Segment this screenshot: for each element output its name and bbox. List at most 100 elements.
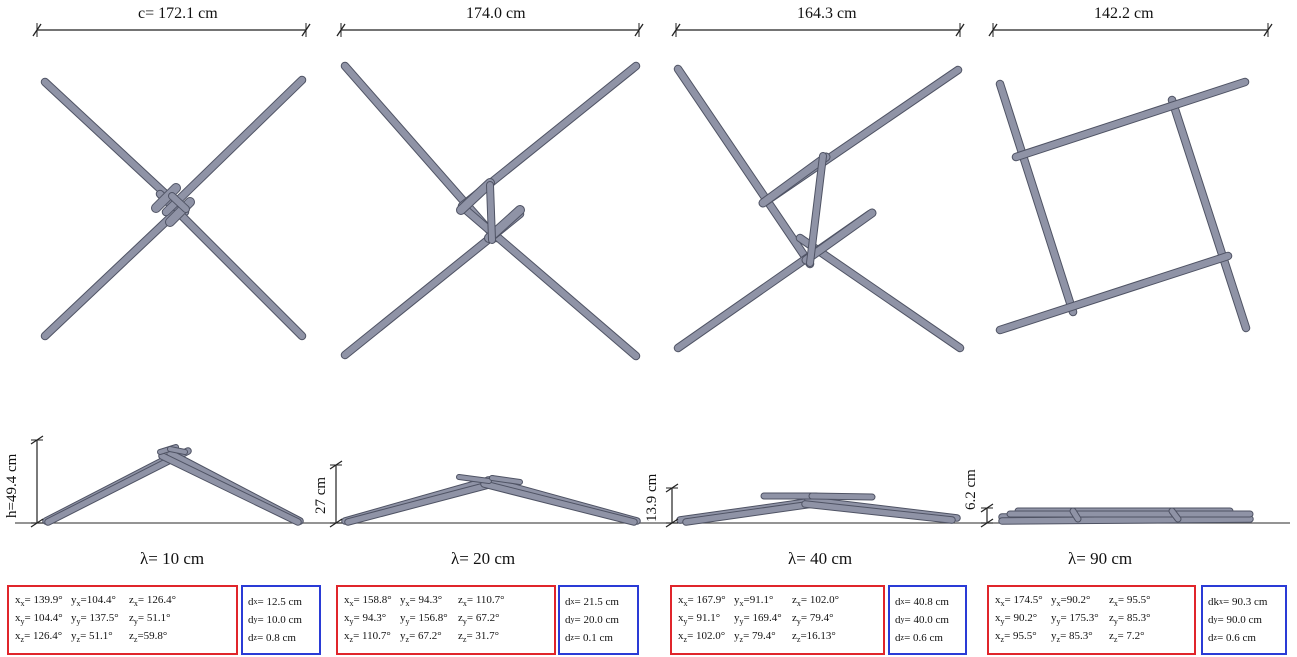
value: = 0.8 cm xyxy=(257,631,296,644)
value: = 90.2° xyxy=(1004,612,1038,625)
subscript: x xyxy=(349,599,354,609)
angle-cell: zz= 7.2° xyxy=(1109,631,1175,644)
symbol: y xyxy=(400,594,406,607)
value: = 110.7° xyxy=(466,594,505,607)
symbol: z xyxy=(792,630,797,643)
angle-cell: xy= 104.4° xyxy=(15,613,71,626)
value: = 102.0° xyxy=(800,594,839,607)
symbol: d xyxy=(1208,631,1214,644)
symbol: y xyxy=(734,612,740,625)
angle-cell: zx= 102.0° xyxy=(792,595,858,608)
subscript: x xyxy=(739,599,744,609)
value: = 51.1° xyxy=(137,612,171,625)
angle-cell: yy= 156.8° xyxy=(400,613,458,626)
subscript: z xyxy=(683,635,688,645)
subscript: z xyxy=(349,635,354,645)
value: = 104.4° xyxy=(24,612,63,625)
angle-row: xz= 102.0° yz= 79.4° zz=16.13° xyxy=(678,629,879,647)
value: = 79.4° xyxy=(743,630,776,643)
value: = 169.4° xyxy=(743,612,782,625)
value: = 126.4° xyxy=(24,630,63,643)
angle-row: xz= 95.5° yz= 85.3° zz= 7.2° xyxy=(995,629,1190,647)
rod xyxy=(487,182,495,243)
subscript: y xyxy=(796,617,801,627)
subscript: x xyxy=(900,597,905,606)
value: = 67.2° xyxy=(466,612,500,625)
rod xyxy=(1012,78,1249,161)
value: =91.1° xyxy=(743,594,774,607)
height-label-2: 27 cm xyxy=(313,476,329,514)
symbol: d xyxy=(895,613,901,626)
subscript: x xyxy=(253,597,258,606)
rod xyxy=(156,190,306,340)
rod xyxy=(996,252,1232,334)
subscript: x xyxy=(1219,597,1223,606)
subscript: y xyxy=(1000,617,1005,627)
subscript: z xyxy=(1213,633,1218,642)
symbol: y xyxy=(1051,612,1057,625)
angle-cell: xx= 167.9° xyxy=(678,595,734,608)
angle-cell: xx= 174.5° xyxy=(995,595,1051,608)
subscript: y xyxy=(900,615,905,624)
symbol: x xyxy=(995,630,1001,643)
value: = 21.5 cm xyxy=(574,595,619,608)
value: = 90.3 cm xyxy=(1223,595,1268,608)
angle-cell: yz= 51.1° xyxy=(71,631,129,644)
subscript: z xyxy=(462,635,467,645)
subscript: y xyxy=(349,617,354,627)
angle-cell: yy= 169.4° xyxy=(734,613,792,626)
value: = 95.5° xyxy=(1004,630,1037,643)
rod xyxy=(162,76,306,216)
subscript: x xyxy=(462,599,467,609)
symbol: d xyxy=(565,595,571,608)
angle-cell: zx= 126.4° xyxy=(129,595,195,608)
symbol: z xyxy=(458,594,463,607)
angle-row: xy= 91.1° yy= 169.4° zy= 79.4° xyxy=(678,611,879,629)
rod xyxy=(1169,508,1181,522)
value: = 40.0 cm xyxy=(904,613,949,626)
subscript: y xyxy=(133,617,138,627)
rod xyxy=(683,500,823,525)
lambda-label-1: λ= 10 cm xyxy=(140,549,205,568)
symbol: x xyxy=(15,612,21,625)
symbol: z xyxy=(458,612,463,625)
angle-table-2: xx= 158.8° yx= 94.3° zx= 110.7° xy= 94.3° yy… xyxy=(336,585,556,655)
value: = 156.8° xyxy=(409,612,448,625)
rod xyxy=(796,234,964,352)
symbol: z xyxy=(458,630,463,643)
subscript: x xyxy=(76,599,81,609)
value: = 167.9° xyxy=(687,594,726,607)
symbol: y xyxy=(400,612,406,625)
rod xyxy=(802,209,876,264)
angle-cell: zy= 79.4° xyxy=(792,613,858,626)
angle-cell: xz= 110.7° xyxy=(344,631,400,644)
angle-row: xx= 174.5° yx=90.2° zx= 95.5° xyxy=(995,593,1190,611)
angle-cell: zy= 85.3° xyxy=(1109,613,1175,626)
value: = 126.4° xyxy=(137,594,176,607)
subscript: x xyxy=(683,599,688,609)
symbol: z xyxy=(1109,594,1114,607)
rod xyxy=(809,493,875,500)
value: =104.4° xyxy=(80,594,116,607)
subscript: x xyxy=(405,599,410,609)
subscript: y xyxy=(1056,617,1061,627)
subscript: y xyxy=(20,617,25,627)
value: = 85.3° xyxy=(1117,612,1151,625)
symbol: y xyxy=(400,630,406,643)
rod xyxy=(490,476,522,484)
subscript: z xyxy=(405,635,410,645)
symbol: dk xyxy=(1208,595,1219,608)
subscript: z xyxy=(76,635,81,645)
value: = 85.3° xyxy=(1060,630,1093,643)
subscript: z xyxy=(133,635,138,645)
symbol: z xyxy=(129,630,134,643)
height-label-4: 6.2 cm xyxy=(963,469,979,510)
angle-row: xx= 139.9° yx=104.4° zx= 126.4° xyxy=(15,593,232,611)
offset-row: dk x = 90.3 cm xyxy=(1208,593,1283,611)
angle-cell: yz= 85.3° xyxy=(1051,631,1109,644)
angle-cell: yy= 175.3° xyxy=(1051,613,1109,626)
angle-cell: yz= 79.4° xyxy=(734,631,792,644)
